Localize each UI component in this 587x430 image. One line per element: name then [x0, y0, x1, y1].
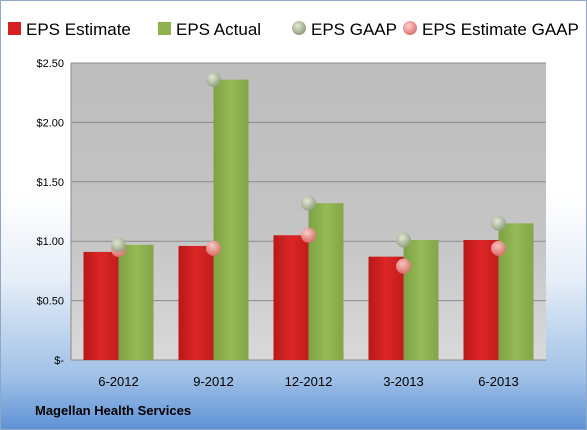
marker-eps-estimate-gaap: [396, 258, 411, 274]
bar-eps-actual: [213, 79, 249, 360]
bar-eps-estimate: [463, 240, 499, 360]
legend-label-eps-actual: EPS Actual: [176, 20, 261, 39]
y-tick-label: $2.50: [36, 58, 64, 70]
x-category-label: 6-2012: [98, 374, 138, 389]
legend-label-eps-gaap: EPS GAAP: [311, 20, 397, 39]
bars: [83, 79, 534, 360]
marker-eps-estimate-gaap: [491, 240, 506, 256]
legend-marker-eps-gaap: [292, 21, 306, 35]
bar-eps-estimate: [83, 251, 119, 360]
legend-label-eps-estimate: EPS Estimate: [26, 20, 131, 39]
y-tick-label: $-: [54, 355, 64, 367]
marker-eps-gaap: [301, 195, 316, 211]
bar-eps-estimate: [178, 245, 214, 360]
legend-label-eps-estimate-gaap: EPS Estimate GAAP: [422, 20, 579, 39]
marker-eps-gaap: [111, 237, 126, 253]
legend-swatch-eps-actual: [158, 22, 171, 35]
x-category-label: 12-2012: [285, 374, 333, 389]
legend-swatch-eps-estimate: [8, 22, 21, 35]
x-category-label: 3-2013: [383, 374, 423, 389]
bar-eps-estimate: [368, 256, 404, 360]
y-tick-label: $0.50: [36, 296, 64, 308]
marker-eps-gaap: [491, 215, 506, 231]
y-axis: $- $0.50 $1.00 $1.50 $2.00 $2.50: [36, 58, 72, 367]
marker-eps-gaap: [396, 232, 411, 248]
bar-eps-actual: [403, 240, 439, 360]
x-category-label: 6-2013: [478, 374, 518, 389]
y-tick-label: $2.00: [36, 117, 64, 129]
x-axis: 6-2012 9-2012 12-2012 3-2013 6-2013: [98, 374, 518, 389]
company-name: Magellan Health Services: [35, 403, 192, 418]
y-tick-label: $1.50: [36, 177, 64, 189]
bar-eps-estimate: [273, 235, 309, 360]
marker-eps-estimate-gaap: [206, 240, 221, 256]
x-category-label: 9-2012: [193, 374, 233, 389]
marker-eps-estimate-gaap: [301, 227, 316, 243]
marker-eps-gaap: [206, 72, 221, 88]
legend-item-eps-estimate: EPS Estimate: [8, 20, 131, 39]
legend-item-eps-actual: EPS Actual: [158, 20, 261, 39]
legend-marker-eps-estimate-gaap: [403, 21, 417, 35]
markers: [111, 72, 506, 274]
bar-eps-actual: [308, 203, 344, 360]
legend: EPS Estimate EPS Actual EPS GAAP EPS Est…: [8, 20, 579, 39]
y-tick-label: $1.00: [36, 236, 64, 248]
bar-eps-actual: [118, 244, 154, 360]
legend-item-eps-estimate-gaap: EPS Estimate GAAP: [403, 20, 579, 39]
legend-item-eps-gaap: EPS GAAP: [292, 20, 397, 39]
